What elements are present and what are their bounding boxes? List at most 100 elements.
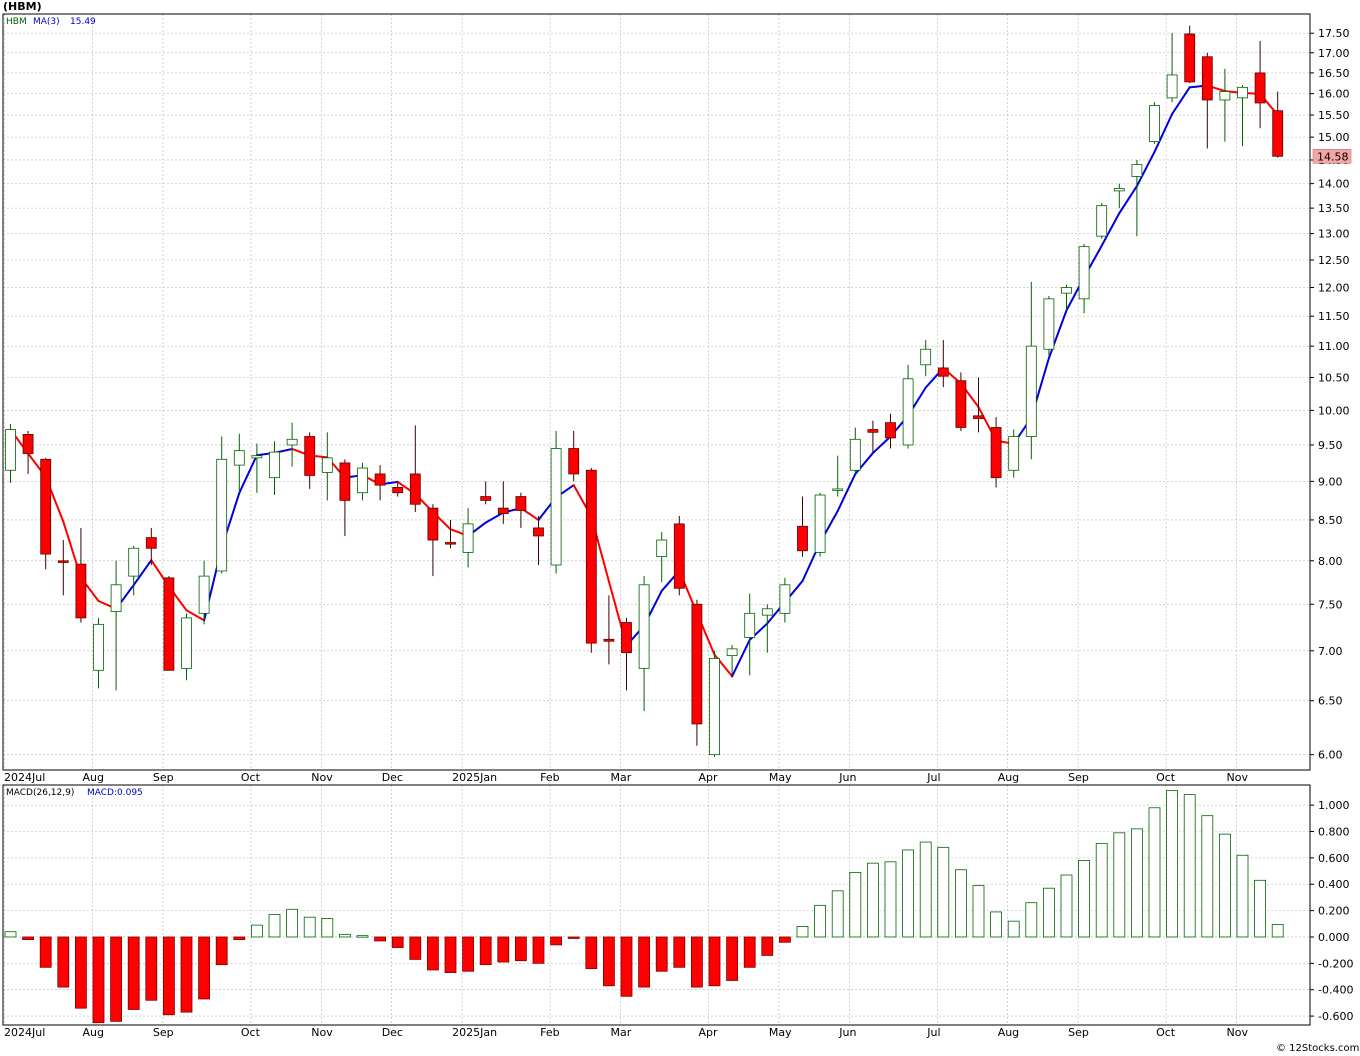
macd-x-tick-label: Jul [926, 1026, 940, 1039]
candle-body [445, 542, 456, 545]
price-x-tick-label: Nov [311, 771, 333, 784]
macd-y-tick-label: -0.600 [1318, 1010, 1353, 1023]
candle [656, 531, 668, 583]
macd-bar [831, 890, 844, 938]
macd-legend-value: MACD:0.095 [87, 788, 143, 798]
macd-bar [1183, 794, 1196, 938]
candle-body [1184, 33, 1196, 83]
candle-body [339, 462, 351, 501]
macd-bar [708, 936, 721, 987]
macd-bar [761, 936, 774, 956]
macd-bar [374, 936, 387, 942]
candle [726, 645, 738, 676]
price-y-tick-label: 6.50 [1318, 695, 1343, 708]
macd-bar [603, 936, 615, 987]
last-price-tag: 14.58 [1312, 149, 1352, 164]
macd-bar [268, 914, 281, 938]
candle [1043, 295, 1055, 356]
candle-body [304, 436, 316, 476]
candle [251, 443, 263, 493]
price-y-tick-label: 10.50 [1318, 372, 1350, 385]
ma-segment [484, 511, 505, 524]
ma-segment [1171, 86, 1191, 116]
candle-body [75, 563, 87, 619]
candle [744, 593, 756, 676]
candle-body [1201, 56, 1213, 101]
ma-segment [1100, 212, 1121, 247]
candle [603, 595, 615, 665]
macd-bar [426, 936, 439, 971]
candle [357, 462, 368, 501]
price-legend: HBM MA(3) 15.49 [6, 17, 96, 27]
candle-body [392, 487, 404, 494]
macd-x-tick-label: Aug [998, 1026, 1019, 1039]
macd-bar [814, 904, 826, 938]
candle-body [5, 429, 16, 471]
candle-body [673, 523, 685, 589]
macd-x-axis: 2024Jul Aug Sep Oct Nov Dec 2025Jan Feb Mar Apr Ma… [4, 1026, 1248, 1039]
candle-body [1166, 74, 1178, 99]
chart-title: (HBM) [3, 0, 42, 13]
candle [181, 613, 192, 681]
candle [445, 519, 456, 549]
candle [75, 527, 87, 623]
macd-bar [1025, 902, 1038, 938]
candle-body [832, 488, 844, 491]
macd-bar [1043, 887, 1055, 938]
candle-body [357, 467, 368, 494]
candle-body [1061, 287, 1072, 294]
candle [1219, 68, 1231, 142]
macd-bar [356, 935, 369, 938]
macd-bar [515, 936, 527, 962]
candle-body [656, 539, 668, 557]
candle-body [1043, 298, 1055, 350]
price-y-tick-label: 11.00 [1318, 340, 1350, 353]
macd-x-tick-label: Sep [153, 1026, 174, 1039]
candle-body [761, 608, 773, 616]
candle-body [233, 450, 245, 466]
candle [797, 496, 808, 557]
price-panel-frame [2, 13, 1311, 771]
macd-bar [1078, 860, 1090, 938]
candle [1237, 85, 1248, 147]
price-grid [3, 14, 1310, 770]
macd-bar [4, 931, 17, 938]
candle-body [849, 438, 861, 471]
price-x-tick-label: Aug [998, 771, 1019, 784]
candle-body [726, 648, 738, 657]
macd-bar [1095, 842, 1108, 938]
candle [1131, 159, 1143, 237]
candle [885, 413, 896, 449]
candle [832, 455, 844, 497]
price-x-tick-label: Sep [153, 771, 174, 784]
macd-y-tick-label: 0.000 [1318, 931, 1350, 944]
ma-segment [185, 609, 206, 622]
macd-y-axis: -0.600 -0.400 -0.200 0.000 0.200 0.400 0.600 0.… [1310, 799, 1353, 1023]
macd-y-tick-label: 0.600 [1318, 852, 1350, 865]
macd-bar [479, 936, 492, 966]
candle-body [251, 455, 263, 459]
price-y-tick-label: 10.00 [1318, 404, 1350, 417]
candle-body [515, 496, 527, 511]
price-y-tick-label: 11.50 [1318, 310, 1350, 323]
ma-segment [1153, 113, 1174, 153]
macd-x-tick-label: May [769, 1026, 792, 1039]
candle-body [691, 603, 703, 725]
macd-bar [567, 936, 580, 939]
candle-body [585, 469, 597, 644]
candle [304, 432, 316, 489]
price-x-axis: 2024Jul Aug Sep Oct Nov Dec 2025Jan Feb Mar Apr Ma… [4, 771, 1248, 784]
last-price-tag-box [1312, 149, 1352, 164]
macd-bar [585, 936, 598, 970]
price-x-tick-label: Dec [382, 771, 403, 784]
candle-body [603, 638, 615, 642]
macd-x-tick-label: Feb [540, 1026, 559, 1039]
candle-body [163, 577, 175, 671]
macd-y-tick-label: 0.200 [1318, 905, 1350, 918]
candle [973, 377, 984, 433]
candle [110, 560, 122, 691]
candle-body [990, 427, 1002, 479]
price-x-tick-label: Aug [83, 771, 104, 784]
candle [585, 468, 597, 653]
